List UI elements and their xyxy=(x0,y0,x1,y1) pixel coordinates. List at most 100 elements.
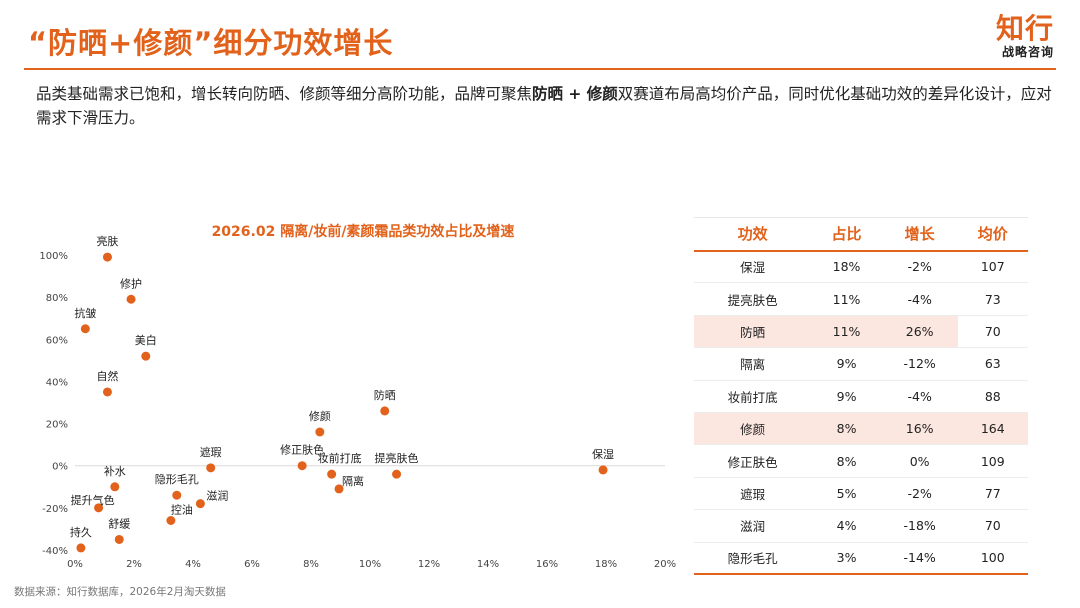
table-row: 滋润 4% -18% 70 xyxy=(694,509,1028,543)
table-cell: 0% xyxy=(881,444,958,478)
point-label: 美白 xyxy=(135,333,157,347)
table-cell: 73 xyxy=(957,282,1028,316)
table-cell: -2% xyxy=(881,250,958,284)
scatter-point xyxy=(327,469,337,479)
point-label: 亮肤 xyxy=(96,234,118,248)
table-cell: 提亮肤色 xyxy=(694,282,812,316)
point-label: 修护 xyxy=(120,276,142,290)
table-cell: 隔离 xyxy=(694,347,812,381)
table-cell: 70 xyxy=(957,509,1028,543)
table-cell: 3% xyxy=(811,542,882,576)
scatter-point xyxy=(392,469,402,479)
table-cell: 滋润 xyxy=(694,509,812,543)
scatter-point xyxy=(166,516,176,525)
scatter-point xyxy=(297,461,307,471)
table-cell: 70 xyxy=(957,315,1028,349)
table-cell: 修颜 xyxy=(694,412,812,446)
point-label: 提升气色 xyxy=(71,493,115,507)
y-tick-label: 80% xyxy=(46,293,68,304)
table-cell: 26% xyxy=(881,315,958,349)
table-cell: -12% xyxy=(881,347,958,381)
table-cell: 保湿 xyxy=(694,250,812,284)
point-label: 自然 xyxy=(96,369,118,383)
table-cell: -4% xyxy=(881,380,958,413)
chart-title: 2026.02 隔离/妆前/素颜霜品类功效占比及增速 xyxy=(212,223,515,240)
scatter-point xyxy=(598,465,608,475)
table-cell: 63 xyxy=(957,347,1028,381)
y-tick-label: 60% xyxy=(46,335,68,346)
y-tick-label: -40% xyxy=(42,546,68,557)
brand-logo: 知行 战略咨询 xyxy=(996,14,1054,60)
table-row-highlighted: 防晒 11% 26% 70 xyxy=(694,315,1028,349)
table-cell: -14% xyxy=(881,542,958,576)
point-label: 修正肤色 xyxy=(280,443,324,457)
table-row: 妆前打底 9% -4% 88 xyxy=(694,380,1028,413)
table-cell: 100 xyxy=(957,542,1028,576)
scatter-point xyxy=(110,482,120,492)
x-tick-label: 4% xyxy=(185,559,201,570)
x-tick-label: 16% xyxy=(536,559,558,570)
table-header-row: 功效 占比 增长 均价 xyxy=(694,217,1028,252)
summary-post: 双赛道布局高均价产品，同时优化基础功效的差异化设计，应对需求下滑压力。 xyxy=(36,85,1052,127)
table-row: 提亮肤色 11% -4% 73 xyxy=(694,282,1028,316)
x-tick-label: 8% xyxy=(303,559,319,570)
point-label: 修颜 xyxy=(309,409,331,423)
scatter-point xyxy=(94,503,104,513)
table-row: 隔离 9% -12% 63 xyxy=(694,347,1028,381)
point-label: 遮瑕 xyxy=(200,445,222,459)
x-tick-label: 6% xyxy=(244,559,260,570)
scatter-point xyxy=(80,324,90,334)
summary-bold: 防晒 + 修颜 xyxy=(532,85,618,103)
x-tick-label: 10% xyxy=(359,559,381,570)
table-cell: -4% xyxy=(881,282,958,316)
point-label: 抗皱 xyxy=(74,306,96,320)
table-cell: 11% xyxy=(811,282,882,316)
y-tick-label: 100% xyxy=(39,251,68,262)
table-cell: 4% xyxy=(811,509,882,543)
y-tick-label: 40% xyxy=(46,377,68,388)
point-label: 防晒 xyxy=(374,388,396,402)
point-label: 持久 xyxy=(70,525,92,539)
table-cell: -18% xyxy=(881,509,958,543)
scatter-point xyxy=(315,427,325,437)
table-cell: -2% xyxy=(881,477,958,511)
table-cell: 8% xyxy=(811,444,882,478)
logo-main-text: 知行 xyxy=(995,12,1054,45)
table-cell: 修正肤色 xyxy=(694,444,812,478)
scatter-point xyxy=(195,499,205,509)
x-tick-label: 20% xyxy=(654,559,676,570)
efficacy-table: 功效 占比 增长 均价 保湿 18% -2% 107 提亮肤色 11% -4% … xyxy=(694,217,1028,576)
point-label: 舒缓 xyxy=(108,516,130,530)
scatter-point xyxy=(126,294,136,304)
table-cell: 防晒 xyxy=(694,315,812,349)
scatter-point xyxy=(114,534,124,544)
table-cell: 8% xyxy=(811,412,882,446)
point-label: 控油 xyxy=(171,503,193,517)
scatter-point xyxy=(102,252,112,262)
point-label: 妆前打底 xyxy=(318,451,362,465)
header-divider xyxy=(24,68,1056,70)
table-cell: 77 xyxy=(957,477,1028,511)
table-row: 修正肤色 8% 0% 109 xyxy=(694,444,1028,478)
data-source-note: 数据来源：知行数据库，2026年2月淘天数据 xyxy=(14,586,226,598)
table-row: 保湿 18% -2% 107 xyxy=(694,250,1028,284)
scatter-point xyxy=(380,406,390,416)
scatter-chart: 2026.02 隔离/妆前/素颜霜品类功效占比及增速 0% 2% 4% 6% 8% 10% 1… xyxy=(39,223,676,570)
table-cell: 107 xyxy=(957,250,1028,284)
table-cell: 遮瑕 xyxy=(694,477,812,511)
table-cell: 妆前打底 xyxy=(694,380,812,413)
point-label: 隐形毛孔 xyxy=(155,473,199,486)
table-cell: 9% xyxy=(811,347,882,381)
summary-pre: 品类基础需求已饱和，增长转向防晒、修颜等细分高阶功能，品牌可聚焦 xyxy=(36,85,533,103)
scatter-point xyxy=(172,490,182,500)
point-label: 补水 xyxy=(104,465,126,478)
y-tick-label: -20% xyxy=(42,504,68,515)
y-tick-label: 20% xyxy=(46,420,68,431)
table-cell: 88 xyxy=(957,380,1028,413)
scatter-point xyxy=(76,543,86,553)
x-tick-label: 0% xyxy=(67,559,83,570)
table-cell: 16% xyxy=(881,412,958,446)
table-cell: 109 xyxy=(957,444,1028,478)
col-header-efficacy: 功效 xyxy=(694,217,812,252)
x-tick-label: 2% xyxy=(126,559,142,570)
